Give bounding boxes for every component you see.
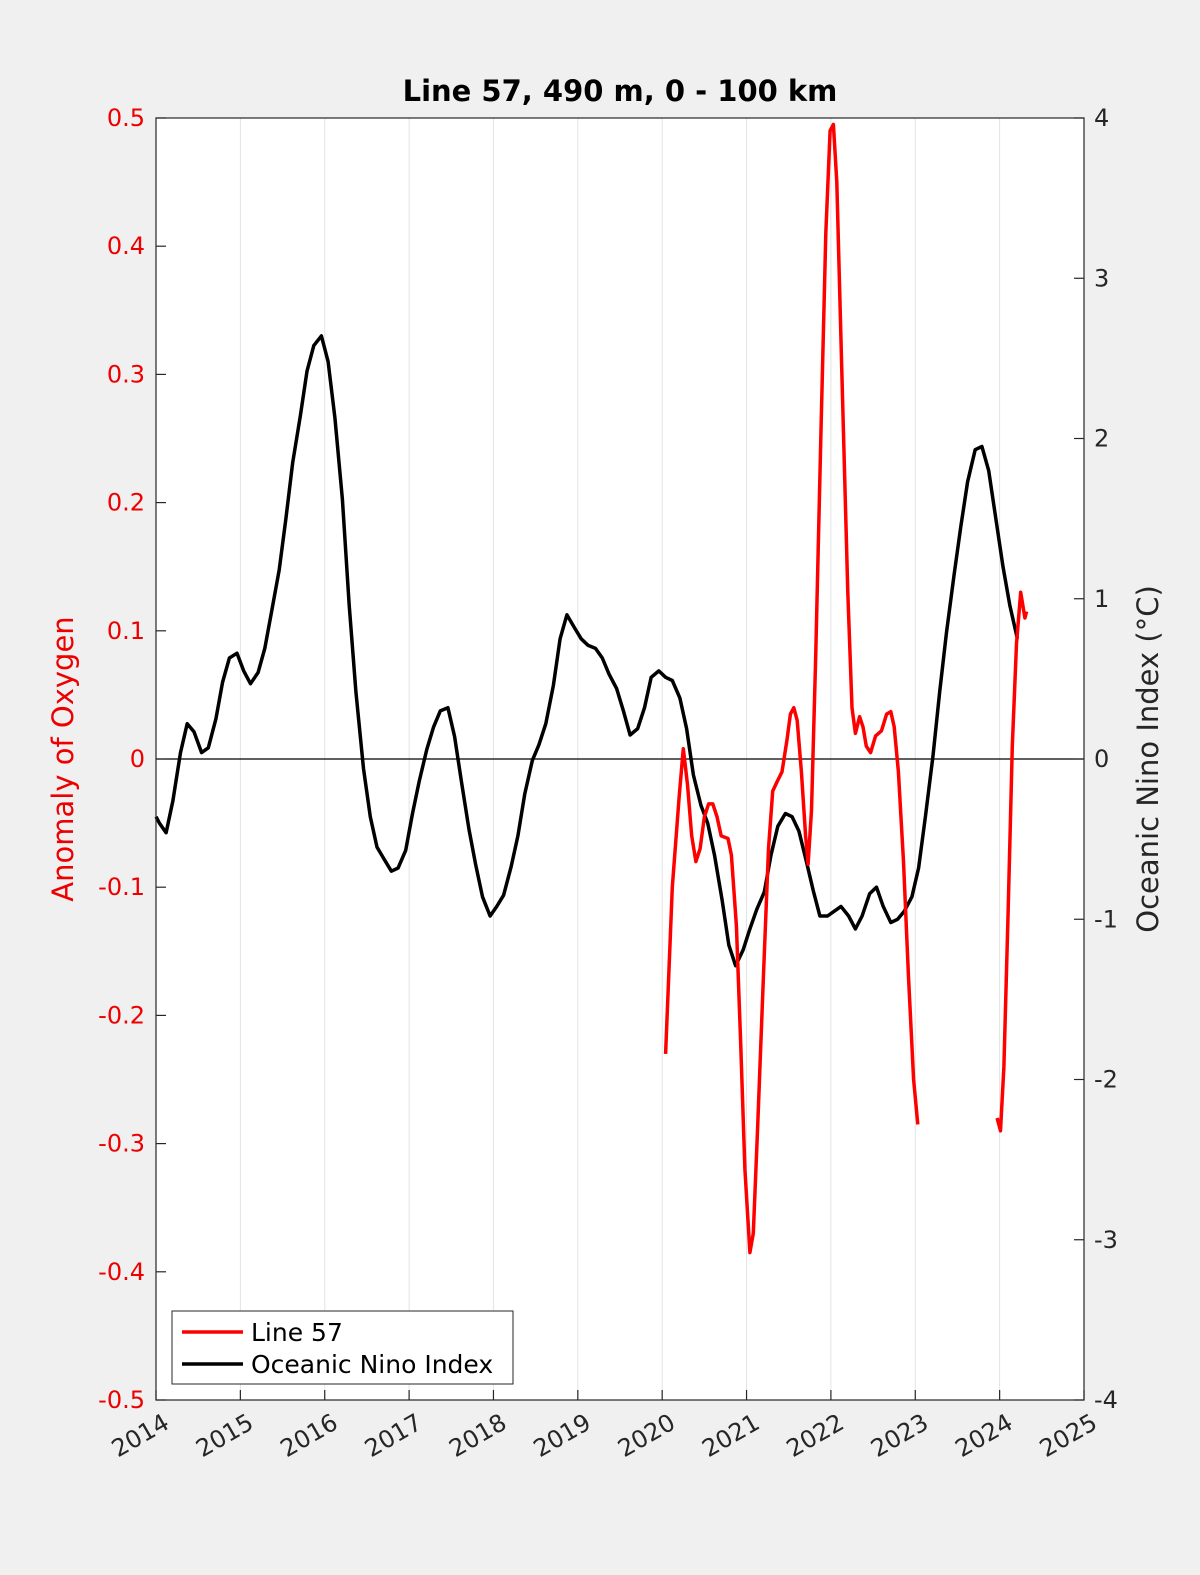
y-axis-right-label: Oceanic Nino Index (°C) (1131, 585, 1165, 933)
y-left-tick-label: 0.5 (107, 104, 145, 132)
y-left-tick-label: -0.1 (98, 873, 145, 901)
chart-title: Line 57, 490 m, 0 - 100 km (403, 74, 838, 108)
y-right-tick-label: 3 (1094, 264, 1109, 292)
series-oceanic-nino-index-line (154, 334, 1020, 968)
series-line-57-line (995, 590, 1029, 1133)
y-axis-left-label: Anomaly of Oxygen (46, 616, 80, 901)
y-right-tick-label: 1 (1094, 585, 1109, 613)
y-left-tick-label: 0.3 (107, 360, 145, 388)
y-left-tick-label: -0.4 (98, 1258, 145, 1286)
y-right-tick-label: 4 (1094, 104, 1109, 132)
y-axis-left: 0.5 0.4 0.3 0.2 0.1 0 -0.1 -0.2 -0.3 -0.4 -0.5 (98, 104, 166, 1414)
y-left-tick-label: 0.4 (107, 232, 145, 260)
legend-label-line-57: Line 57 (251, 1318, 343, 1347)
series-layer (154, 122, 1029, 1255)
y-left-tick-label: -0.5 (98, 1386, 145, 1414)
y-left-tick-label: 0.2 (107, 489, 145, 517)
legend: Line 57 Oceanic Nino Index (171, 1310, 514, 1385)
y-right-tick-label: 0 (1094, 745, 1109, 773)
y-left-tick-label: 0.1 (107, 617, 145, 645)
legend-box (171, 1310, 514, 1385)
y-axis-right: 4 3 2 1 0 -1 -2 -3 -4 (1074, 104, 1118, 1414)
y-right-tick-label: 2 (1094, 425, 1109, 453)
y-right-tick-label: -3 (1094, 1226, 1118, 1254)
y-right-tick-label: -1 (1094, 905, 1118, 933)
y-right-tick-label: -4 (1094, 1386, 1118, 1414)
legend-label-oceanic-nino-index: Oceanic Nino Index (251, 1350, 493, 1379)
y-left-tick-label: -0.3 (98, 1130, 145, 1158)
y-right-tick-label: -2 (1094, 1066, 1118, 1094)
y-left-tick-label: 0 (130, 745, 145, 773)
series-line-57-line (663, 122, 920, 1255)
y-left-tick-label: -0.2 (98, 1001, 145, 1029)
